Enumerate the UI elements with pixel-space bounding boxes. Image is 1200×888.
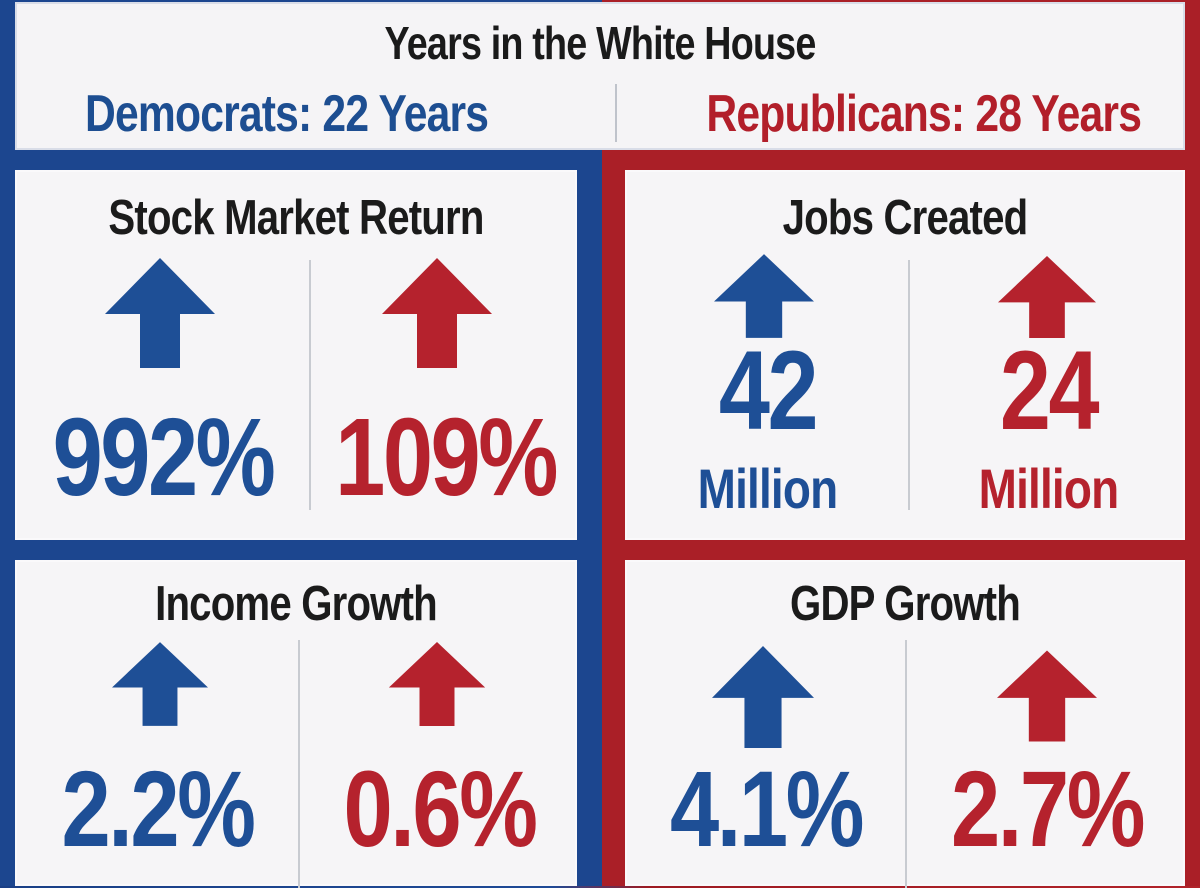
- arrow-up-icon: [997, 256, 1097, 338]
- democrats-years: Democrats: 22 Years: [85, 85, 489, 143]
- arrow-up-icon: [712, 646, 814, 748]
- republican-value: 0.6%: [343, 748, 537, 869]
- gdp-growth-panel: GDP Growth 4.1% 2.7%: [625, 560, 1185, 888]
- panel-title: Stock Market Return: [108, 191, 484, 245]
- panel-title: Jobs Created: [782, 191, 1029, 245]
- republican-value: 24: [999, 328, 1100, 453]
- republican-value: 109%: [335, 396, 558, 519]
- header-divider: [615, 84, 617, 142]
- arrow-up-icon: [105, 258, 215, 368]
- panel-divider: [905, 640, 907, 888]
- republicans-years: Republicans: 28 Years: [706, 85, 1142, 143]
- arrow-up-icon: [714, 254, 814, 338]
- republican-unit: Million: [978, 457, 1119, 520]
- income-growth-panel: Income Growth 2.2% 0.6%: [15, 560, 577, 888]
- panel-divider: [298, 640, 300, 888]
- arrow-up-icon: [388, 642, 486, 726]
- jobs-created-panel: Jobs Created 42 24 Million Million: [625, 170, 1185, 540]
- arrow-up-icon: [997, 650, 1097, 742]
- panel-title: Income Growth: [155, 577, 438, 631]
- panel-divider: [908, 260, 910, 510]
- democrat-value: 4.1%: [669, 748, 864, 869]
- page-title: Years in the White House: [384, 17, 817, 69]
- democrat-value: 42: [718, 328, 819, 453]
- democrat-value: 992%: [52, 396, 276, 519]
- republican-value: 2.7%: [950, 748, 1145, 869]
- democrat-unit: Million: [697, 457, 838, 520]
- panel-title: GDP Growth: [790, 577, 1021, 631]
- arrow-up-icon: [112, 642, 208, 726]
- democrat-value: 2.2%: [61, 748, 255, 869]
- arrow-up-icon: [382, 258, 492, 368]
- header-card: Years in the White House Democrats: 22 Y…: [15, 2, 1185, 150]
- panel-divider: [309, 260, 311, 510]
- stock-market-panel: Stock Market Return 992% 109%: [15, 170, 577, 540]
